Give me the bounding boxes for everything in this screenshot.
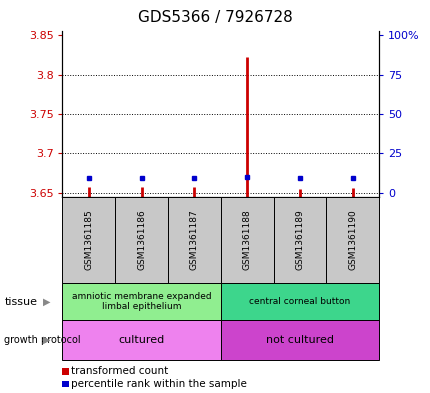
Bar (221, 283, 378, 320)
Bar (62, 283, 221, 320)
Text: GSM1361186: GSM1361186 (137, 209, 146, 270)
Text: ▶: ▶ (43, 297, 50, 307)
Text: GSM1361189: GSM1361189 (295, 209, 304, 270)
Bar (168, 196, 220, 283)
Text: ▶: ▶ (43, 335, 50, 345)
Bar (62, 320, 221, 360)
Text: central corneal button: central corneal button (249, 297, 350, 306)
Bar (326, 196, 378, 283)
Text: GSM1361187: GSM1361187 (190, 209, 199, 270)
Bar (221, 320, 378, 360)
Text: transformed count: transformed count (71, 366, 168, 376)
Text: tissue: tissue (4, 297, 37, 307)
Bar (62, 196, 115, 283)
Text: GSM1361190: GSM1361190 (347, 209, 356, 270)
Text: GSM1361185: GSM1361185 (84, 209, 93, 270)
Text: growth protocol: growth protocol (4, 335, 81, 345)
Bar (273, 196, 326, 283)
Text: amniotic membrane expanded
limbal epithelium: amniotic membrane expanded limbal epithe… (72, 292, 211, 311)
Text: not cultured: not cultured (265, 335, 333, 345)
Text: percentile rank within the sample: percentile rank within the sample (71, 379, 246, 389)
Bar (115, 196, 168, 283)
Text: GDS5366 / 7926728: GDS5366 / 7926728 (138, 10, 292, 25)
Text: GSM1361188: GSM1361188 (242, 209, 251, 270)
Bar (221, 196, 273, 283)
Text: cultured: cultured (118, 335, 164, 345)
